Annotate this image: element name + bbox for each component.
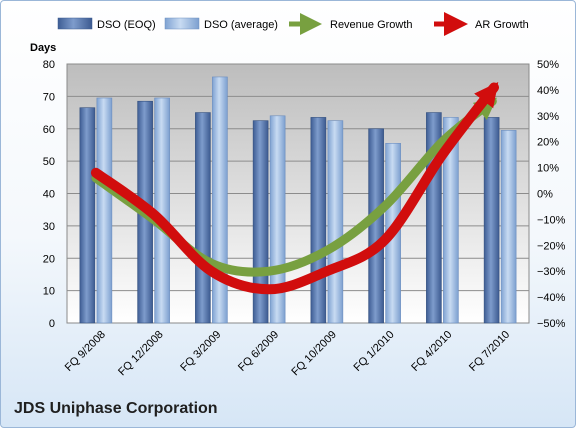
legend-label-dso-average: DSO (average) [204, 19, 278, 31]
x-tick-label: FQ 9/2008 [63, 329, 108, 374]
bar-dso-eoq [195, 112, 211, 324]
bar-dso-average [96, 97, 113, 324]
left-tick-label: 70 [43, 91, 55, 103]
x-tick-label: FQ 6/2009 [236, 329, 281, 374]
left-tick-label: 20 [43, 253, 55, 265]
right-tick-label: −40% [537, 292, 566, 304]
legend: DSO (EOQ) DSO (average) Revenue Growth A… [57, 12, 529, 36]
bar-dso-eoq [310, 117, 327, 324]
right-tick-label: 50% [537, 59, 559, 71]
bar-dso-average [500, 130, 517, 324]
bar-dso-eoq [483, 117, 500, 324]
right-tick-label: −50% [537, 318, 566, 330]
line-ar-growth [90, 81, 499, 295]
legend-label-revenue-growth: Revenue Growth [330, 19, 413, 31]
left-tick-label: 50 [43, 156, 55, 168]
x-tick-label: FQ 4/2010 [409, 329, 454, 374]
legend-swatch-dso-average [164, 17, 200, 30]
left-tick-label: 30 [43, 221, 55, 233]
left-tick-label: 60 [43, 124, 55, 136]
right-tick-label: −30% [537, 266, 566, 278]
left-tick-label: 0 [49, 318, 55, 330]
bar-dso-average [443, 117, 459, 324]
right-tick-label: 20% [537, 137, 559, 149]
legend-label-dso-eoq: DSO (EOQ) [97, 19, 156, 31]
x-tick-label: FQ 3/2009 [178, 329, 223, 374]
bar-dso-eoq [79, 107, 96, 324]
bar-dso-average [212, 76, 228, 324]
left-tick-label: 10 [43, 286, 55, 298]
left-tick-label: 80 [43, 59, 55, 71]
right-tick-label: −20% [537, 240, 566, 252]
right-axis: −50% −40% −30% −20% −10% 0% 10% 20% 30% 40% 50% [537, 59, 566, 330]
company-name: JDS Uniphase Corporation [14, 400, 218, 417]
left-tick-label: 40 [43, 189, 55, 201]
growth-lines [90, 81, 499, 295]
x-tick-label: FQ 10/2009 [289, 329, 339, 379]
legend-swatch-dso-eoq [57, 17, 93, 30]
right-tick-label: 10% [537, 163, 559, 175]
right-tick-label: 0% [537, 189, 553, 201]
right-tick-label: 30% [537, 111, 559, 123]
x-tick-label: FQ 7/2010 [467, 329, 512, 374]
bar-dso-eoq [368, 128, 384, 324]
bar-dso-average [327, 120, 344, 324]
x-tick-label: FQ 12/2008 [116, 329, 166, 379]
left-axis-label: Days [30, 42, 56, 54]
right-tick-label: 40% [537, 85, 559, 97]
x-tick-label: FQ 1/2010 [352, 329, 397, 374]
right-tick-label: −10% [537, 214, 566, 226]
left-axis: 0 10 20 30 40 50 60 70 80 [43, 59, 55, 330]
legend-label-ar-growth: AR Growth [475, 19, 529, 31]
x-axis: FQ 9/2008 FQ 12/2008 FQ 3/2009 FQ 6/2009 FQ … [63, 329, 512, 379]
